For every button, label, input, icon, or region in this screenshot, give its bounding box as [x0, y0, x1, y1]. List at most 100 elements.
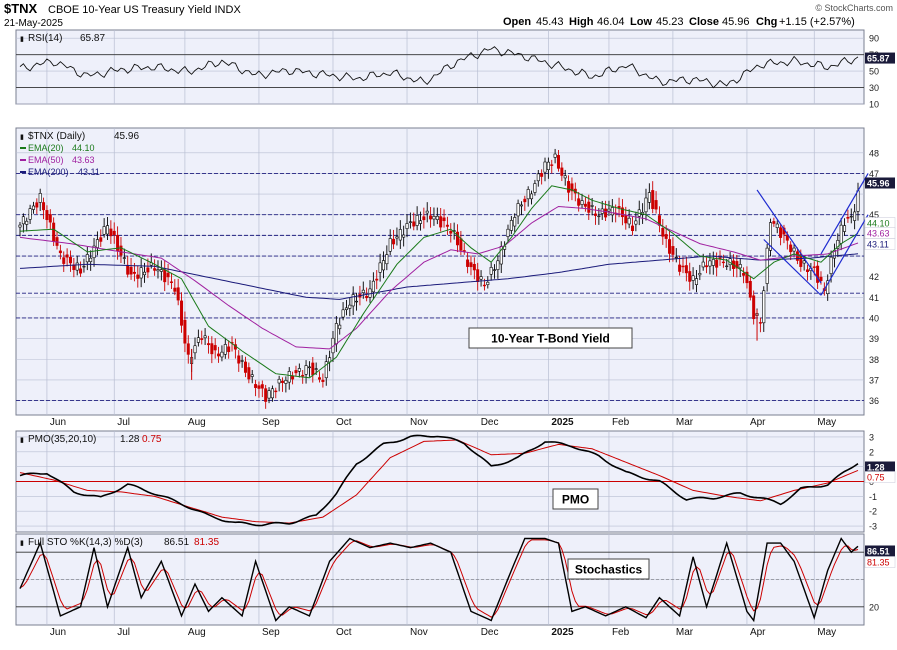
- x-axis-month-label: 2025: [551, 627, 574, 638]
- price-tick-label: 38: [869, 355, 879, 365]
- price-bar-body: [156, 269, 160, 272]
- x-axis-month-label: Jun: [50, 417, 66, 428]
- price-bar-body: [159, 269, 163, 272]
- price-bar-body: [496, 260, 500, 270]
- price-bar-body: [742, 273, 746, 276]
- price-bar-body: [136, 274, 140, 279]
- price-bar-body: [789, 244, 793, 253]
- price-bar-body: [678, 264, 682, 272]
- price-bar-body: [493, 269, 497, 271]
- price-bar-body: [52, 222, 56, 242]
- x-axis-month-label: Feb: [612, 627, 630, 638]
- price-bar-body: [62, 257, 66, 264]
- price-bar-body: [260, 384, 264, 389]
- price-right-label-navy: 43.11: [867, 240, 889, 250]
- price-bar-body: [355, 300, 359, 303]
- close-value: 45.96: [722, 16, 750, 28]
- price-bar-body: [112, 230, 116, 235]
- price-bar-body: [301, 374, 305, 377]
- price-bar-body: [102, 226, 106, 235]
- price-bar-body: [132, 271, 136, 274]
- price-bar-body: [567, 181, 571, 193]
- price-bar-body: [462, 250, 466, 252]
- price-bar-body: [183, 319, 187, 344]
- price-bar-body: [715, 259, 719, 268]
- price-bar-body: [392, 238, 396, 245]
- x-axis-month-label: Jul: [117, 627, 130, 638]
- price-bar-body: [169, 281, 173, 283]
- price-bar-body: [664, 234, 668, 239]
- x-axis-month-label: Jun: [50, 627, 66, 638]
- price-bar-body: [422, 216, 426, 221]
- price-bar-body: [281, 380, 285, 383]
- x-axis-month-label: Nov: [410, 627, 428, 638]
- price-bar-body: [526, 189, 530, 200]
- x-axis-month-label: Mar: [676, 627, 694, 638]
- price-bar-body: [371, 280, 375, 293]
- price-bar-body: [472, 263, 476, 271]
- price-bar-body: [684, 265, 688, 274]
- price-bar-body: [745, 271, 749, 284]
- price-bar-body: [853, 211, 857, 221]
- sto-right-signal-label-bg: [864, 556, 896, 568]
- price-bar-body: [385, 254, 389, 265]
- low-label: Low: [630, 16, 652, 28]
- low-value: 45.23: [656, 16, 684, 28]
- ema20-legend-label: EMA(20): [28, 143, 64, 153]
- price-bar-body: [587, 201, 591, 213]
- price-bar-body: [254, 384, 258, 388]
- price-bar-body: [590, 205, 594, 207]
- price-tick-label: 36: [869, 396, 879, 406]
- pmo-tick-label: -3: [869, 522, 877, 532]
- pmo-legend-swatch: ▮: [20, 437, 24, 444]
- x-axis-month-label: Aug: [188, 627, 206, 638]
- price-bar-body: [139, 267, 143, 279]
- rsi-tick-label: 90: [869, 34, 879, 44]
- price-bar-body: [58, 250, 62, 254]
- price-bar-body: [415, 215, 419, 226]
- x-axis-month-label: Aug: [188, 417, 206, 428]
- price-right-label-dark-bg: [865, 177, 895, 189]
- price-tick-label: 42: [869, 272, 879, 282]
- price-bar-body: [718, 257, 722, 259]
- price-bar-body: [89, 257, 93, 262]
- price-right-label-green: 44.10: [867, 219, 890, 229]
- price-legend: ▮ $TNX (Daily) 45.96 EMA(20) 44.10 EMA(50) 43.…: [20, 131, 139, 177]
- price-bar-body: [99, 237, 103, 242]
- price-bar-body: [556, 155, 560, 169]
- pmo-legend-label: PMO(35,20,10): [28, 434, 96, 445]
- x-axis-month-label: Sep: [262, 627, 280, 638]
- price-bar-body: [509, 220, 513, 231]
- price-bar-body: [200, 338, 204, 340]
- price-bar-body: [321, 379, 325, 382]
- price-bar-body: [365, 295, 369, 299]
- price-bar-body: [819, 276, 823, 281]
- price-bar-body: [206, 343, 210, 346]
- close-label: Close: [689, 16, 719, 28]
- price-bar-body: [738, 264, 742, 269]
- price-bar-body: [456, 231, 460, 246]
- price-bar-body: [836, 240, 840, 249]
- rsi-tick-label: 50: [869, 67, 879, 77]
- price-tick-label: 37: [869, 375, 879, 385]
- price-bar-body: [829, 256, 833, 274]
- price-bar-body: [711, 259, 715, 266]
- price-bar-body: [193, 345, 197, 354]
- open-label: Open: [503, 16, 531, 28]
- price-bar-body: [849, 215, 853, 218]
- price-bar-body: [217, 353, 221, 357]
- price-right-label-dark: 45.96: [867, 179, 890, 189]
- chg-value: +1.15 (+2.57%): [779, 16, 855, 28]
- price-bar-body: [146, 267, 150, 273]
- price-bar-body: [35, 202, 39, 208]
- price-bar-body: [506, 228, 510, 237]
- ema20-line: [19, 185, 859, 379]
- pmo-tick-label: 2: [869, 447, 874, 457]
- price-bar-body: [489, 267, 493, 275]
- price-bar-body: [634, 220, 638, 225]
- price-bar-body: [425, 210, 429, 214]
- price-tick-label: 47: [869, 169, 879, 179]
- price-bar-body: [304, 365, 308, 375]
- price-bar-body: [398, 229, 402, 241]
